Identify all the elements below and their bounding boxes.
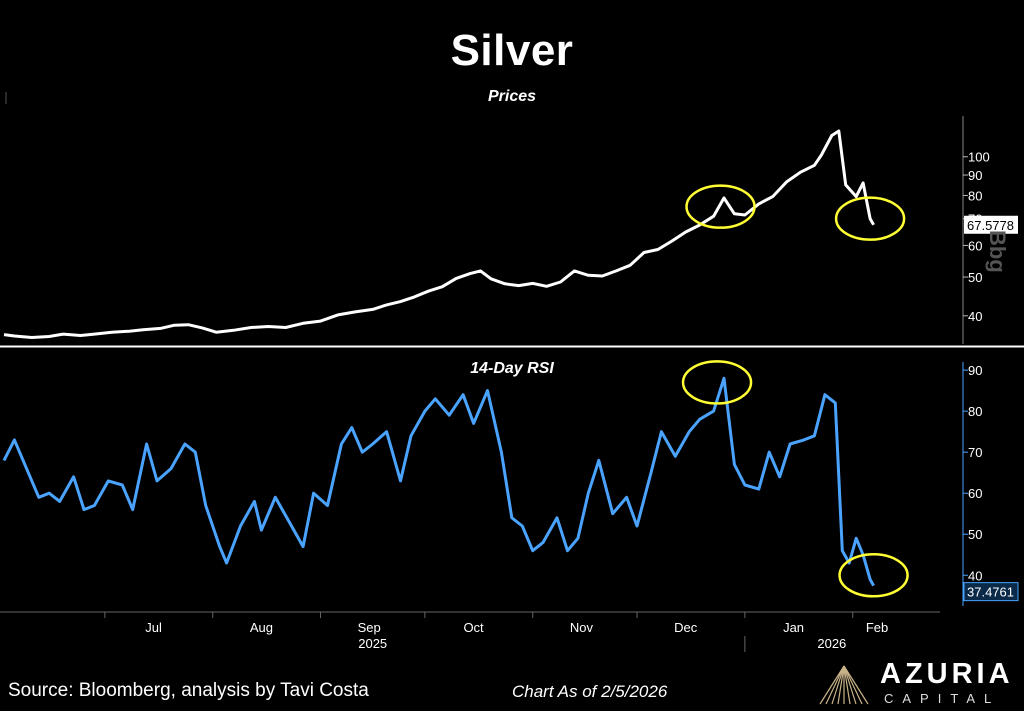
x-axis-year-label: 2026 <box>817 636 846 651</box>
rsi-axis-tick-label: 60 <box>968 486 982 501</box>
x-axis-month-label: Dec <box>674 620 698 635</box>
price-last-value-box <box>964 215 1018 234</box>
price-series-line <box>3 129 875 339</box>
x-axis-month-label: Nov <box>570 620 594 635</box>
x-axis-month-label: Jan <box>783 620 804 635</box>
price-axis-tick-label: 40 <box>968 309 982 324</box>
price-axis-tick-label: 80 <box>968 188 982 203</box>
rsi-highlight-circle <box>838 553 909 598</box>
bbg-watermark: Bbg <box>985 230 1010 273</box>
x-axis-month-label: Jul <box>145 620 162 635</box>
x-axis-year-label: 2025 <box>358 636 387 651</box>
rsi-axis-tick-label: 50 <box>968 527 982 542</box>
rsi-highlight-circle <box>681 360 753 405</box>
price-axis-tick-label: 100 <box>968 150 990 165</box>
x-axis-month-label: Aug <box>250 620 273 635</box>
x-axis-month-label: Oct <box>463 620 484 635</box>
logo-wordmark: AZURIA <box>880 658 1014 690</box>
logo-subtitle: CAPITAL <box>884 691 1001 706</box>
source-note: Source: Bloomberg, analysis by Tavi Cost… <box>8 680 369 701</box>
azuria-logo-mark-icon <box>819 665 869 705</box>
rsi-axis-tick-label: 90 <box>968 363 982 378</box>
rsi-axis-tick-label: 40 <box>968 568 982 583</box>
price-last-value-label: 67.5778 <box>967 218 1014 233</box>
as-of-note: Chart As of 2/5/2026 <box>512 682 668 701</box>
rsi-last-value-label: 37.4761 <box>967 585 1014 600</box>
price-axis-tick-label: 50 <box>968 270 982 285</box>
x-axis-month-label: Feb <box>866 620 888 635</box>
rsi-axis-tick-label: 80 <box>968 404 982 419</box>
azuria-logo: AZURIA CAPITAL <box>816 658 1016 708</box>
rsi-panel-title: 14-Day RSI <box>470 360 554 377</box>
price-highlight-circle <box>834 196 906 241</box>
price-highlight-circle <box>685 184 756 229</box>
rsi-last-value-box <box>963 582 1019 602</box>
price-axis-tick-label: 90 <box>968 168 982 183</box>
price-panel-title: Prices <box>487 88 537 105</box>
rsi-series-line <box>2 376 875 587</box>
chart-title: Silver <box>450 26 574 75</box>
x-axis-month-label: Sep <box>358 620 381 635</box>
price-axis-tick-label: 60 <box>968 238 982 253</box>
rsi-axis-tick-label: 70 <box>968 445 982 460</box>
